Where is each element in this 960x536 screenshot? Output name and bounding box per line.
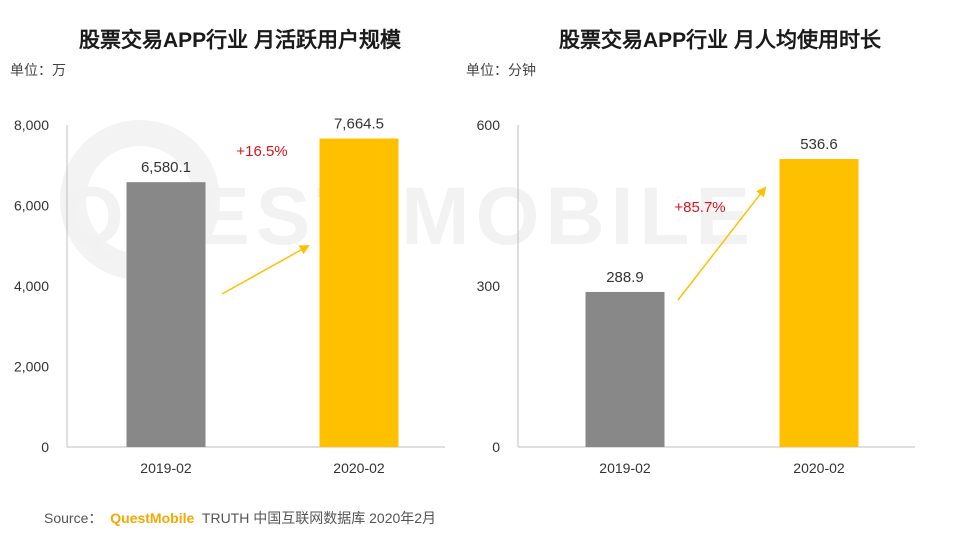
chart-2: 0 300 600 288.9 2019-02 536.6 2020-02 +85.7% <box>477 117 915 476</box>
chart-1: 0 2,000 4,000 6,000 8,000 6,580.1 2019-02 7,664… <box>14 116 445 476</box>
chart-2-unit: 单位：分钟 <box>466 62 536 78</box>
chart-1-unit: 单位：万 <box>10 62 66 78</box>
y-tick-label: 600 <box>477 117 501 133</box>
y-tick-label: 300 <box>477 278 501 294</box>
growth-label: +85.7% <box>674 199 725 216</box>
y-tick-label: 0 <box>492 439 500 455</box>
bar-2020-02 <box>319 138 399 447</box>
source-brand: QuestMobile <box>110 510 195 526</box>
growth-label: +16.5% <box>236 143 287 160</box>
x-tick-label: 2020-02 <box>793 460 845 476</box>
chart-2-title: 股票交易APP行业 月人均使用时长 <box>558 29 881 52</box>
y-tick-label: 2,000 <box>14 359 49 375</box>
bar-2020-02 <box>779 159 859 447</box>
chart-1-title: 股票交易APP行业 月活跃用户规模 <box>78 29 401 52</box>
x-tick-label: 2019-02 <box>140 460 192 476</box>
bar-2019-02 <box>126 182 206 447</box>
source-prefix: Source： <box>44 510 103 526</box>
x-tick-label: 2019-02 <box>599 460 651 476</box>
source-note: Source： QuestMobile TRUTH 中国互联网数据库 2020年… <box>44 508 436 528</box>
source-suffix: TRUTH 中国互联网数据库 2020年2月 <box>201 510 437 526</box>
bar-2019-02 <box>585 291 665 447</box>
y-tick-label: 8,000 <box>14 117 49 133</box>
x-tick-label: 2020-02 <box>333 460 385 476</box>
value-label: 7,664.5 <box>334 116 384 133</box>
value-label: 288.9 <box>606 269 644 286</box>
y-tick-label: 0 <box>41 439 49 455</box>
value-label: 6,580.1 <box>141 159 191 176</box>
growth-arrow <box>677 186 767 301</box>
y-tick-label: 4,000 <box>14 278 49 294</box>
growth-arrow <box>221 245 310 295</box>
y-tick-label: 6,000 <box>14 198 49 214</box>
value-label: 536.6 <box>800 136 838 153</box>
